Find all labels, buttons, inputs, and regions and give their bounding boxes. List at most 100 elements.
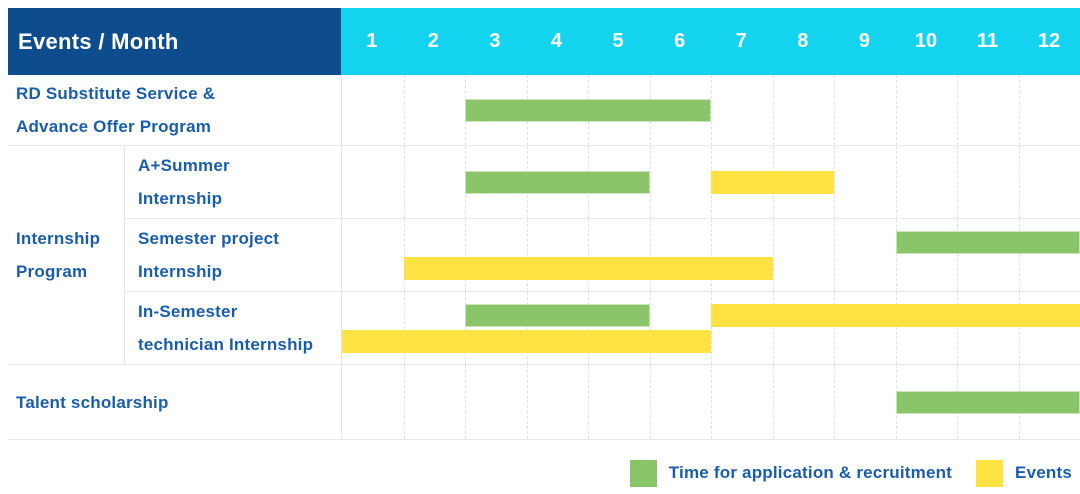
gantt-bar-recruitment xyxy=(465,304,650,327)
month-header: 12 xyxy=(1038,30,1061,52)
month-header: 3 xyxy=(489,30,501,52)
legend-item-recruitment: Time for application & recruitment xyxy=(629,459,953,487)
label-line: A+Summer xyxy=(138,156,230,175)
month-gridline xyxy=(772,75,774,145)
month-header: 6 xyxy=(674,30,686,52)
table-row: Talent scholarship xyxy=(8,365,1080,440)
month-gridline xyxy=(834,219,835,291)
month-gridline xyxy=(526,219,528,291)
table-header-row: Events / Month 1 2 3 4 5 6 7 8 9 10 11 12 xyxy=(8,8,1080,75)
month-gridline xyxy=(895,75,897,145)
row-chart-area xyxy=(341,292,1080,365)
month-gridline xyxy=(649,146,651,218)
month-header: 8 xyxy=(797,30,809,52)
label-line: Talent scholarship xyxy=(16,392,169,412)
month-gridline xyxy=(772,292,774,364)
month-gridline xyxy=(957,146,958,218)
month-gridline xyxy=(403,365,405,439)
month-gridline xyxy=(895,219,897,291)
month-gridline xyxy=(403,292,405,364)
row-label: A+Summer Internship xyxy=(124,146,341,219)
month-gridline xyxy=(895,292,897,364)
row-chart-area xyxy=(341,365,1080,440)
gantt-bar-recruitment xyxy=(465,99,711,122)
row-label-text: Talent scholarship xyxy=(16,386,169,419)
label-line: Internship xyxy=(138,262,223,281)
legend-swatch-events xyxy=(976,459,1004,487)
month-gridline xyxy=(1018,292,1020,364)
month-gridline xyxy=(403,146,405,218)
row-label: Talent scholarship xyxy=(8,365,341,440)
table-body: RD Substitute Service & Advance Offer Pro… xyxy=(8,75,1080,440)
gantt-bar-events xyxy=(342,330,711,353)
row-group-label-text: Internship Program xyxy=(16,222,100,288)
row-chart-area xyxy=(341,75,1080,146)
month-gridline xyxy=(465,219,466,291)
gantt-bar-recruitment xyxy=(895,391,1080,414)
month-gridline xyxy=(588,219,589,291)
month-gridline xyxy=(834,146,835,218)
month-header: 10 xyxy=(914,30,938,52)
label-line: technician Internship xyxy=(138,335,314,354)
gantt-bar-recruitment xyxy=(465,171,650,194)
row-chart-area xyxy=(341,219,1080,292)
month-gridline xyxy=(403,75,405,145)
label-line: Internship xyxy=(16,229,101,248)
month-header: 2 xyxy=(427,30,439,52)
label-line: RD Substitute Service & xyxy=(16,84,216,103)
row-label-text: In-Semester technician Internship xyxy=(138,295,313,361)
label-line: Semester project xyxy=(138,229,280,248)
label-line: Advance Offer Program xyxy=(16,117,212,136)
schedule-table: Events / Month 1 2 3 4 5 6 7 8 9 10 11 12 RD Substi… xyxy=(8,8,1080,440)
month-gridline xyxy=(465,365,466,439)
row-chart-area xyxy=(341,146,1080,219)
month-header: 4 xyxy=(550,30,563,52)
month-gridline xyxy=(588,292,589,364)
gantt-bar-events xyxy=(403,257,773,280)
legend-swatch-recruitment xyxy=(629,459,657,487)
month-gridline xyxy=(403,219,405,291)
month-gridline xyxy=(1018,146,1020,218)
month-gridline xyxy=(834,365,835,439)
month-header: 9 xyxy=(858,30,870,52)
month-gridline xyxy=(649,365,651,439)
row-label-text: RD Substitute Service & Advance Offer Pro… xyxy=(16,77,215,143)
row-label: RD Substitute Service & Advance Offer Pro… xyxy=(8,75,341,146)
month-gridline xyxy=(711,365,712,439)
month-gridline xyxy=(711,219,712,291)
legend: Time for application & recruitment Events xyxy=(629,458,1072,488)
label-line: Program xyxy=(16,262,88,281)
month-gridline xyxy=(1018,75,1020,145)
month-gridline xyxy=(772,219,774,291)
header-months-row: 1 2 3 4 5 6 7 8 9 10 11 12 xyxy=(341,8,1080,75)
month-gridline xyxy=(526,292,528,364)
month-header: 1 xyxy=(366,30,378,52)
month-gridline xyxy=(649,219,651,291)
header-events-month-label: Events / Month xyxy=(18,28,179,54)
month-gridline xyxy=(526,365,528,439)
legend-label: Time for application & recruitment xyxy=(668,463,953,482)
month-gridline xyxy=(588,365,589,439)
table-row: In-Semester technician Internship xyxy=(8,292,1080,365)
month-gridline xyxy=(711,75,712,145)
month-header: 11 xyxy=(976,30,999,52)
row-group-label: Internship Program xyxy=(8,146,124,365)
row-label-text: Semester project Internship xyxy=(138,222,279,288)
month-gridline xyxy=(834,292,835,364)
month-gridline xyxy=(957,219,958,291)
month-gridline xyxy=(649,292,651,364)
month-header: 7 xyxy=(735,30,747,52)
legend-label: Events xyxy=(1015,463,1072,482)
gantt-bar-recruitment xyxy=(895,231,1080,254)
label-line: Internship xyxy=(138,189,223,208)
legend-item-events: Events xyxy=(976,459,1072,487)
table-row: Semester project Internship xyxy=(8,219,1080,292)
label-line: In-Semester xyxy=(138,302,238,321)
month-gridline xyxy=(1018,219,1020,291)
month-gridline xyxy=(711,292,712,364)
table-row: A+Summer Internship xyxy=(8,146,1080,219)
header-events-month-cell: Events / Month xyxy=(8,8,341,75)
month-gridline xyxy=(465,292,466,364)
row-label: In-Semester technician Internship xyxy=(124,292,341,365)
